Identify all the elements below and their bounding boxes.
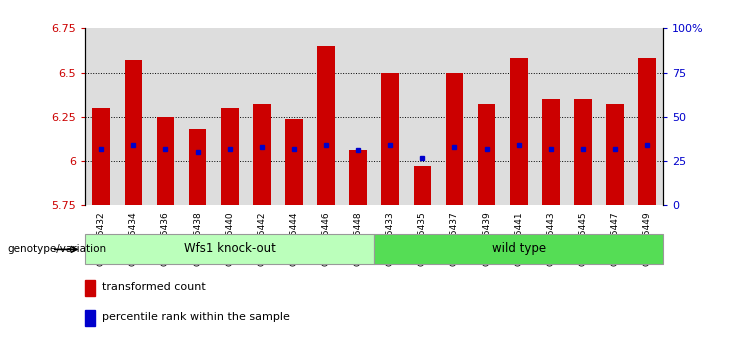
Bar [631,28,663,205]
Bar [478,104,496,205]
Bar [535,28,567,205]
Text: percentile rank within the sample: percentile rank within the sample [102,312,290,322]
Bar [156,117,174,205]
Bar [349,150,367,205]
Bar [182,28,213,205]
Bar [117,28,150,205]
Bar [150,28,182,205]
Bar [638,58,656,205]
Text: transformed count: transformed count [102,282,206,292]
Bar [317,46,335,205]
Text: Wfs1 knock-out: Wfs1 knock-out [184,242,276,255]
Bar [310,28,342,205]
Bar [253,104,270,205]
Bar [342,28,374,205]
Bar [510,58,528,205]
Bar [439,28,471,205]
Bar [213,28,246,205]
Bar [445,73,463,205]
Bar [124,60,142,205]
Bar [278,28,310,205]
Bar [85,310,95,326]
Bar [85,28,117,205]
FancyBboxPatch shape [85,234,374,264]
Bar [567,28,599,205]
Bar [606,104,624,205]
Text: wild type: wild type [491,242,546,255]
Bar [285,119,303,205]
Text: genotype/variation: genotype/variation [7,244,107,254]
Bar [471,28,502,205]
Bar [413,166,431,205]
Bar [382,73,399,205]
Bar [93,108,110,205]
Bar [221,108,239,205]
Bar [406,28,439,205]
Bar [85,280,95,296]
Bar [502,28,535,205]
Bar [246,28,278,205]
FancyBboxPatch shape [374,234,663,264]
Bar [189,129,207,205]
Bar [574,99,592,205]
Bar [374,28,406,205]
Bar [599,28,631,205]
Bar [542,99,559,205]
